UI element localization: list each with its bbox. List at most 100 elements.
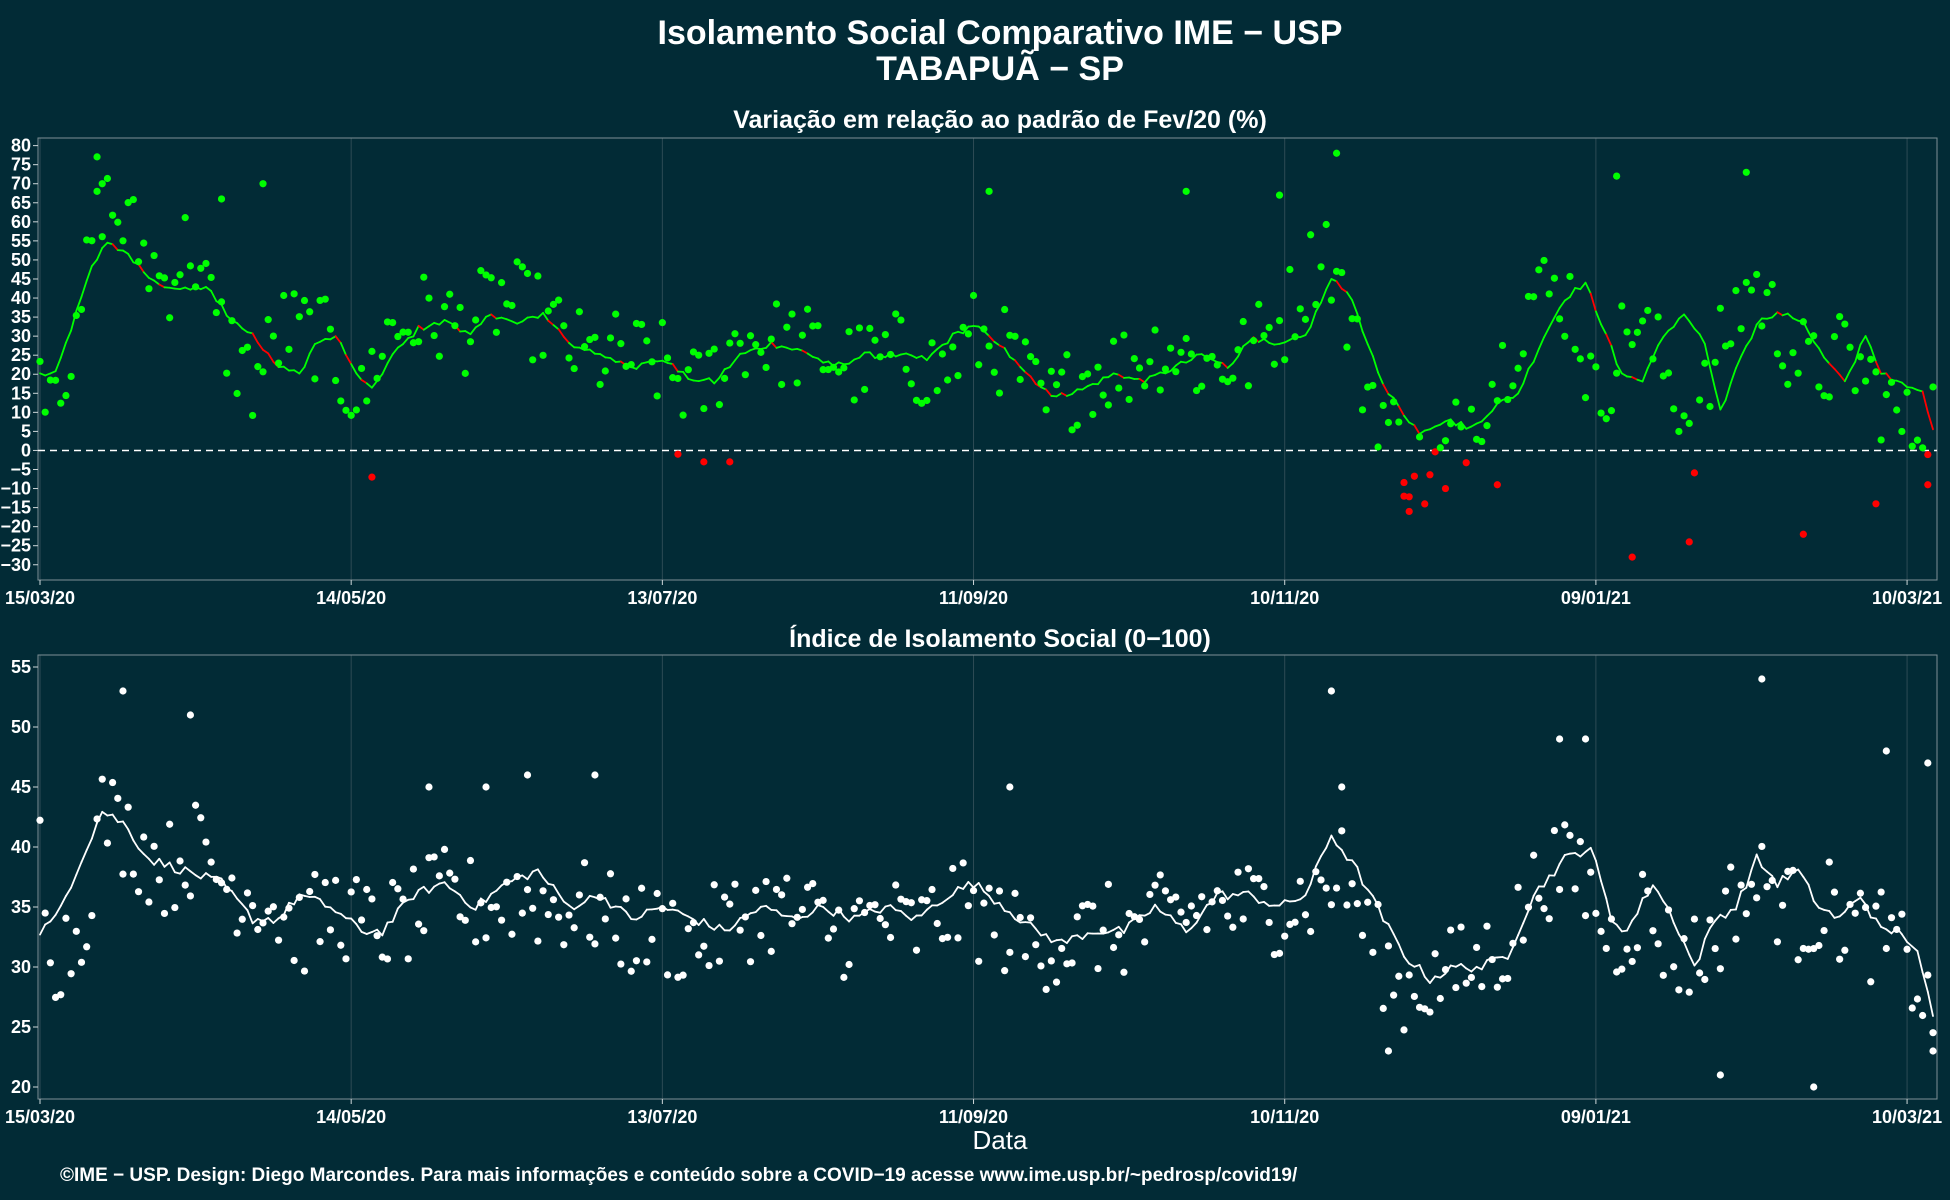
- index-data-point: [596, 893, 604, 901]
- variation-data-point: [549, 300, 558, 308]
- variation-data-point-notable: [1872, 500, 1880, 508]
- index-data-point: [420, 927, 428, 935]
- variation-moving-average-segment: [988, 335, 996, 343]
- index-data-point: [1447, 926, 1455, 934]
- index-data-point: [1353, 900, 1361, 908]
- variation-moving-average-segment: [308, 343, 316, 355]
- index-moving-average-segment: [573, 904, 581, 911]
- index-data-point: [1675, 986, 1683, 994]
- variation-data-point: [1825, 393, 1833, 401]
- variation-data-point: [663, 354, 672, 362]
- variation-moving-average-segment: [1117, 373, 1125, 379]
- index-data-point-notable: [186, 711, 195, 719]
- index-moving-average-segment: [910, 914, 918, 921]
- variation-moving-average-segment: [599, 353, 607, 359]
- variation-moving-average-segment: [1838, 373, 1846, 383]
- index-data-point: [1654, 940, 1662, 948]
- index-moving-average-segment: [1657, 891, 1665, 903]
- index-data-point: [1089, 902, 1097, 910]
- index-data-point: [1255, 874, 1263, 883]
- variation-data-point: [1447, 420, 1455, 428]
- variation-moving-average-segment: [521, 316, 529, 323]
- variation-data-point: [1115, 384, 1123, 392]
- variation-moving-average-segment: [111, 243, 119, 252]
- variation-moving-average-segment: [1532, 348, 1540, 363]
- index-moving-average-segment: [1532, 885, 1540, 897]
- index-data-point: [736, 926, 744, 934]
- variation-moving-average-segment: [1071, 388, 1079, 395]
- index-data-point: [1758, 842, 1766, 851]
- variation-data-point: [1167, 344, 1175, 352]
- index-data-point: [1929, 1029, 1937, 1037]
- index-moving-average-segment: [1875, 917, 1883, 928]
- variation-data-point: [1296, 305, 1304, 313]
- variation-data-point: [1467, 405, 1476, 413]
- index-data-point: [176, 857, 184, 865]
- variation-data-point: [1369, 381, 1377, 390]
- variation-data-point: [1742, 278, 1750, 287]
- variation-y-tick-label-4: 60: [11, 212, 31, 232]
- index-moving-average-segment: [1076, 934, 1084, 940]
- variation-data-point: [1804, 337, 1813, 345]
- index-data-point: [529, 904, 537, 912]
- variation-moving-average-segment: [931, 348, 939, 355]
- variation-data-point: [451, 322, 459, 330]
- variation-data-point: [1628, 340, 1636, 349]
- index-data-point: [1737, 881, 1745, 889]
- index-moving-average-segment: [1594, 859, 1602, 883]
- variation-data-point: [990, 368, 998, 376]
- variation-moving-average-segment: [946, 332, 954, 345]
- variation-data-point: [186, 262, 195, 270]
- variation-moving-average-segment: [920, 355, 928, 362]
- variation-moving-average-segment: [251, 332, 259, 344]
- index-data-point: [575, 891, 583, 899]
- index-moving-average-segment: [376, 928, 384, 937]
- variation-data-point: [1042, 406, 1050, 414]
- index-data-point: [1913, 995, 1922, 1003]
- index-moving-average-segment: [428, 885, 436, 894]
- footer-credit: ©IME − USP. Design: Diego Marcondes. Par…: [60, 1165, 1298, 1186]
- variation-moving-average-segment: [671, 363, 679, 373]
- variation-moving-average-segment: [474, 323, 482, 329]
- index-moving-average-segment: [267, 917, 275, 924]
- variation-data-point: [1379, 401, 1387, 410]
- variation-data-point: [1706, 402, 1714, 411]
- variation-data-point-notable: [1685, 538, 1693, 546]
- variation-moving-average-segment: [1418, 429, 1426, 435]
- index-data-point: [306, 887, 314, 896]
- index-moving-average-segment: [329, 906, 337, 914]
- variation-data-point: [337, 397, 345, 405]
- variation-moving-average-segment: [1548, 316, 1556, 329]
- variation-data-point: [1301, 315, 1310, 323]
- index-data-point: [990, 931, 998, 939]
- index-data-point-notable: [523, 771, 532, 779]
- variation-moving-average-segment: [1024, 371, 1032, 378]
- variation-y-tick-label-9: 35: [11, 307, 31, 327]
- index-data-point: [1561, 821, 1569, 829]
- index-data-point: [954, 934, 962, 942]
- variation-moving-average-segment: [1677, 313, 1685, 320]
- variation-data-point: [88, 237, 96, 245]
- variation-moving-average-segment: [1735, 355, 1743, 370]
- index-data-point: [1177, 908, 1185, 916]
- index-moving-average-segment: [251, 918, 259, 925]
- variation-data-point: [1457, 423, 1465, 431]
- index-data-point: [1213, 887, 1221, 895]
- index-data-point: [612, 934, 620, 942]
- variation-data-point: [1374, 443, 1382, 451]
- index-moving-average-segment: [619, 906, 627, 913]
- variation-moving-average-segment: [293, 369, 301, 375]
- variation-data-point: [1690, 469, 1699, 477]
- variation-moving-average-segment: [993, 340, 1001, 347]
- index-data-point: [150, 842, 158, 850]
- index-data-point: [1623, 945, 1631, 953]
- variation-data-point: [783, 323, 791, 331]
- variation-data-point: [1322, 220, 1330, 229]
- variation-moving-average-segment: [1366, 343, 1374, 357]
- index-moving-average-segment: [1439, 972, 1447, 979]
- index-moving-average-segment: [1413, 964, 1421, 968]
- index-data-point: [1260, 883, 1268, 891]
- index-moving-average-segment: [1553, 863, 1561, 877]
- variation-data-point: [1483, 422, 1491, 430]
- variation-moving-average-segment: [210, 290, 218, 303]
